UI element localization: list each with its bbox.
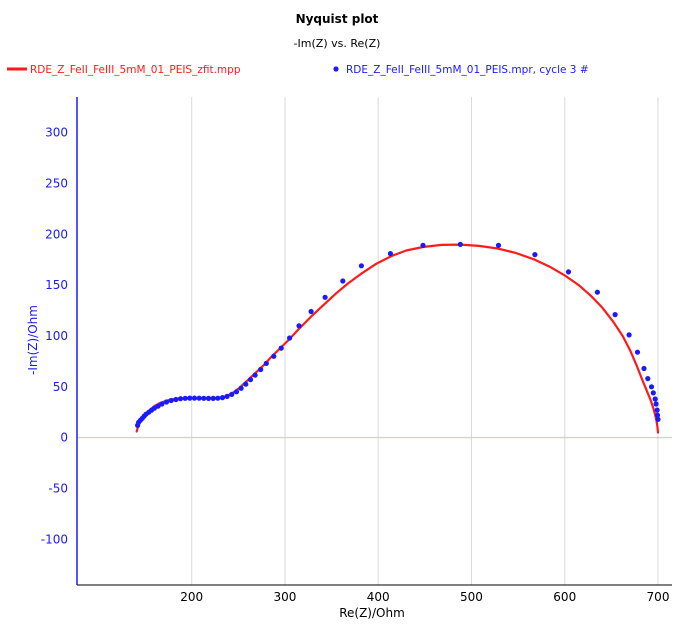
measured-data-point xyxy=(648,384,655,390)
tick-labels: 200 300 400 500 600 700 -100 -50 0 50 100 150 200 250… xyxy=(41,126,670,604)
measured-data-point xyxy=(322,294,328,300)
measured-data-point xyxy=(594,289,601,295)
measured-data-point xyxy=(653,401,659,407)
measured-data-point xyxy=(271,353,277,359)
measured-data-point xyxy=(652,396,658,402)
measured-data-point xyxy=(655,416,661,422)
grid xyxy=(191,97,659,585)
measured-data-point xyxy=(196,395,202,401)
chart-subtitle: -Im(Z) vs. Re(Z) xyxy=(294,37,381,50)
y-tick-label: -50 xyxy=(48,481,68,495)
measured-data-point xyxy=(296,323,302,329)
measured-data-point xyxy=(654,412,661,418)
measured-data-point xyxy=(229,391,235,397)
measured-data-point xyxy=(177,396,184,402)
measured-data-point xyxy=(187,395,193,401)
measured-data-point xyxy=(287,335,293,341)
measured-data-point xyxy=(219,395,226,401)
measured-data-point xyxy=(565,269,572,275)
y-tick-label: 50 xyxy=(53,380,68,394)
measured-data-point xyxy=(358,263,364,269)
x-tick-label: 600 xyxy=(553,590,576,604)
measured-data-point xyxy=(247,377,254,383)
y-tick-label: -100 xyxy=(41,532,68,546)
measured-data-point xyxy=(612,312,618,318)
data-series xyxy=(135,241,661,434)
y-tick-label: 0 xyxy=(60,431,68,445)
measured-data-point xyxy=(626,332,632,338)
measured-data-point xyxy=(634,349,641,355)
measured-data-point xyxy=(210,395,216,401)
measured-data-point xyxy=(278,345,284,351)
y-tick-label: 300 xyxy=(45,126,68,140)
y-tick-label: 200 xyxy=(45,227,68,241)
x-tick-label: 400 xyxy=(367,590,390,604)
axes xyxy=(76,97,672,586)
measured-data-point xyxy=(173,396,179,403)
measured-data-point xyxy=(252,372,258,378)
measured-data-point xyxy=(159,401,165,407)
measured-data-point xyxy=(168,397,174,404)
measured-data-point xyxy=(645,376,651,382)
legend-dot-swatch xyxy=(333,66,339,72)
x-tick-label: 300 xyxy=(274,590,297,604)
x-axis-label: Re(Z)/Ohm xyxy=(339,606,405,620)
chart-title: Nyquist plot xyxy=(296,12,379,26)
measured-data-point xyxy=(495,242,502,248)
measured-data-point xyxy=(191,395,198,401)
measured-data-point xyxy=(238,385,244,391)
measured-data-point xyxy=(650,390,656,396)
measured-data-point xyxy=(308,308,314,315)
measured-data-point xyxy=(532,252,538,258)
measured-data-point xyxy=(641,365,647,372)
measured-data-point xyxy=(155,403,161,409)
x-tick-label: 700 xyxy=(647,590,670,604)
legend: RDE_Z_FeII_FeIII_5mM_01_PEIS_zfit.mpp RD… xyxy=(7,64,589,76)
x-tick-label: 500 xyxy=(460,590,483,604)
measured-data-point xyxy=(224,393,230,399)
measured-data-point xyxy=(340,278,346,284)
measured-data-point xyxy=(243,381,249,387)
measured-data-point xyxy=(387,251,393,257)
fit-series-line xyxy=(135,243,660,434)
measured-data-point xyxy=(215,395,221,401)
measured-data-point xyxy=(457,241,463,247)
measured-data-point xyxy=(205,395,212,401)
legend-label-measured: RDE_Z_FeII_FeIII_5mM_01_PEIS.mpr, cycle … xyxy=(346,64,589,76)
measured-data-point xyxy=(182,395,188,401)
legend-label-fit: RDE_Z_FeII_FeIII_5mM_01_PEIS_zfit.mpp xyxy=(30,64,241,76)
measured-data-point xyxy=(233,389,240,395)
measured-data-point xyxy=(201,395,207,401)
y-axis-label: -Im(Z)/Ohm xyxy=(26,305,40,375)
measured-data-point xyxy=(163,399,170,405)
measured-data-point xyxy=(654,407,660,413)
y-tick-label: 100 xyxy=(45,329,68,343)
measured-data-point xyxy=(420,242,426,248)
x-tick-label: 200 xyxy=(180,590,203,604)
y-tick-label: 250 xyxy=(45,176,68,190)
measured-data-point xyxy=(263,360,269,366)
measured-data-point xyxy=(258,366,264,373)
y-tick-label: 150 xyxy=(45,278,68,292)
